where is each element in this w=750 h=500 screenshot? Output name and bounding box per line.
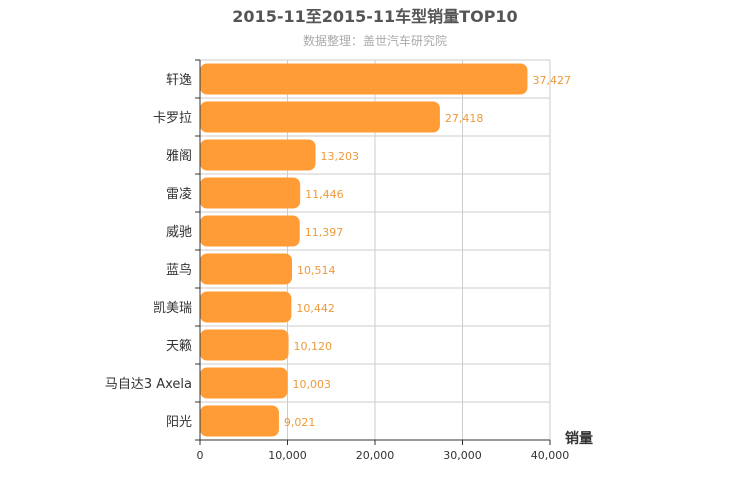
bars — [200, 63, 528, 437]
bar — [200, 253, 292, 285]
category-label: 天籁 — [166, 339, 192, 354]
value-label: 10,120 — [294, 340, 333, 353]
value-label: 9,021 — [284, 416, 316, 429]
category-label: 凯美瑞 — [153, 301, 192, 316]
x-tick-label: 10,000 — [268, 449, 307, 462]
value-label: 10,003 — [293, 378, 332, 391]
category-label: 轩逸 — [166, 73, 192, 88]
category-label: 蓝鸟 — [166, 262, 192, 278]
bar — [200, 63, 528, 95]
category-label: 雷凌 — [166, 187, 192, 202]
value-label: 11,397 — [305, 226, 344, 239]
x-axis-name: 销量 — [565, 430, 593, 447]
category-label: 卡罗拉 — [153, 111, 192, 126]
value-label: 10,514 — [297, 264, 336, 277]
bar — [200, 215, 300, 247]
chart-title: 2015-11至2015-11车型销量TOP10 — [232, 7, 517, 26]
axes — [195, 59, 551, 445]
x-tick-label: 40,000 — [531, 449, 570, 462]
bar — [200, 329, 289, 361]
x-tick-label: 0 — [197, 449, 204, 462]
bar — [200, 139, 316, 171]
x-tick-labels: 0 10,000 20,000 30,000 40,000 — [197, 449, 570, 462]
grid-lines — [200, 59, 551, 440]
value-label: 13,203 — [321, 150, 360, 163]
bar — [200, 177, 301, 209]
bar — [200, 405, 279, 437]
value-label: 27,418 — [445, 112, 484, 125]
category-label: 威驰 — [166, 225, 192, 240]
bar — [200, 367, 288, 399]
value-label: 11,446 — [305, 188, 344, 201]
category-label: 雅阁 — [166, 149, 192, 164]
bar — [200, 291, 292, 323]
x-tick-label: 30,000 — [443, 449, 482, 462]
bar — [200, 101, 440, 133]
x-tick-label: 20,000 — [356, 449, 395, 462]
value-label: 10,442 — [296, 302, 335, 315]
chart-subtitle: 数据整理：盖世汽车研究院 — [303, 33, 447, 48]
value-label: 37,427 — [532, 74, 571, 87]
category-label: 马自达3 Axela — [105, 377, 192, 392]
value-labels: 37,427 27,418 13,203 11,446 11,397 10,514 10,4… — [284, 74, 571, 429]
category-label: 阳光 — [166, 415, 192, 430]
